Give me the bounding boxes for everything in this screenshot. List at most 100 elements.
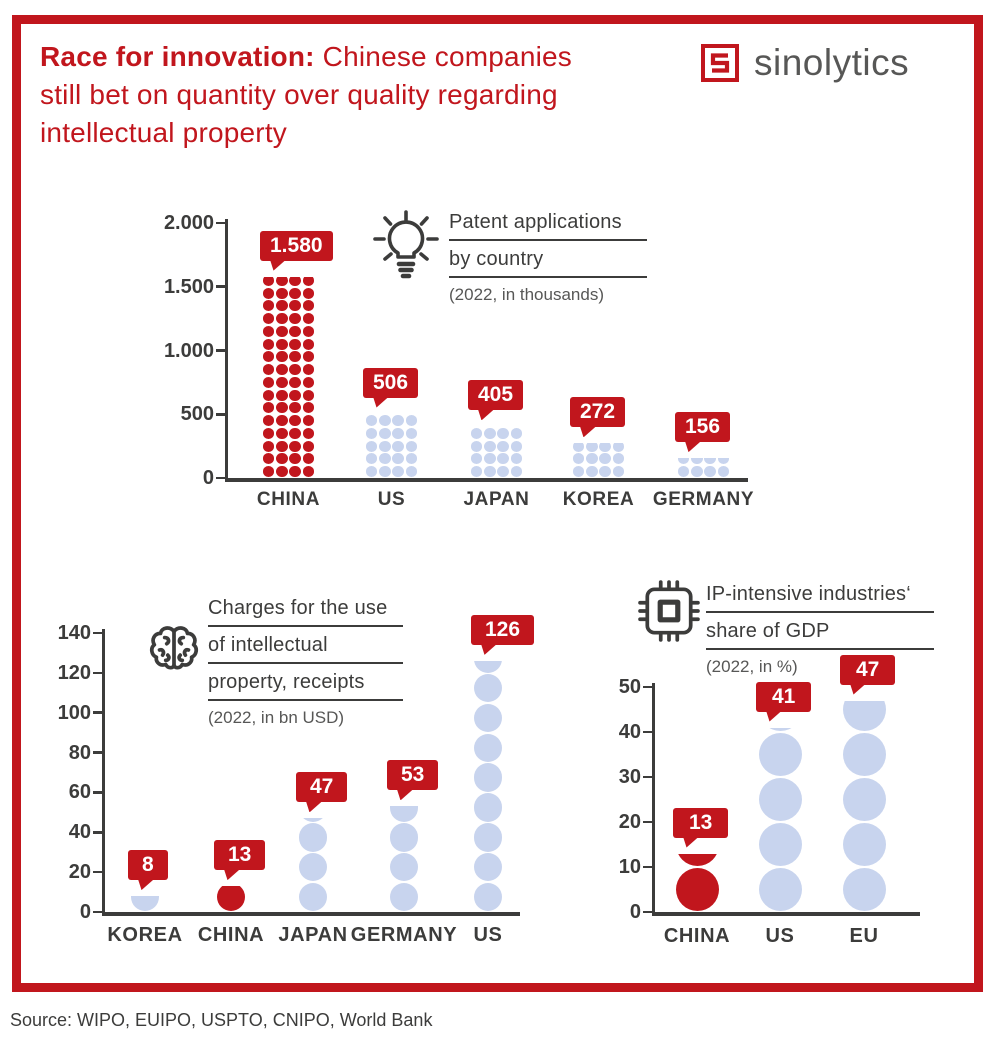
callout-tail — [850, 683, 866, 695]
title-line: intellectual property — [40, 117, 287, 148]
pictogram-dot — [276, 325, 288, 337]
pictogram-dot — [405, 427, 418, 439]
y-axis-tick — [643, 820, 652, 824]
pictogram-dot — [758, 733, 802, 776]
y-axis-tick — [93, 751, 102, 754]
y-axis-tick — [93, 830, 102, 834]
chart-title-line: property, receipts — [208, 671, 403, 701]
pictogram-dot — [276, 313, 288, 325]
y-axis-label: 40 — [68, 821, 91, 844]
pictogram-dot — [298, 823, 328, 852]
pictogram-dot — [289, 276, 301, 286]
category-label: GERMANY — [350, 924, 458, 946]
lightbulb-icon — [373, 210, 439, 279]
pictogram-dot — [758, 823, 802, 866]
y-axis-label: 0 — [79, 901, 91, 923]
pictogram-column — [758, 727, 802, 913]
pictogram-dot — [276, 402, 288, 414]
pictogram-dot — [262, 287, 275, 299]
pictogram-dot — [262, 415, 275, 427]
pictogram-dot — [510, 453, 523, 465]
y-axis-label: 10 — [618, 856, 641, 878]
pictogram-dot — [302, 376, 315, 388]
pictogram-dot — [392, 415, 404, 427]
pictogram-dot — [473, 733, 503, 763]
chart-2-plot: 140 120 100 80 60 40 20 0 KOREA 8 CHINA 13 JAPAN 47 GE… — [58, 614, 535, 946]
chip-icon — [638, 580, 700, 642]
page-title: Race for innovation: Chinese companies s… — [40, 38, 688, 152]
pictogram-dot — [510, 440, 523, 452]
y-axis-label: 50 — [618, 676, 641, 698]
pictogram-dot — [473, 793, 503, 822]
callout-tail — [685, 441, 701, 453]
value-callout: 126 — [471, 614, 535, 655]
callout-tail — [224, 869, 240, 881]
category-label: CHINA — [256, 489, 321, 510]
pictogram-dot — [675, 868, 719, 911]
y-axis-label: 1.000 — [163, 339, 214, 362]
category-label: CHINA — [663, 925, 731, 947]
y-axis-line — [101, 629, 105, 916]
pictogram-dot — [302, 351, 315, 363]
pictogram-dot — [262, 389, 275, 401]
pictogram-dot — [691, 466, 703, 478]
pictogram-dot — [262, 364, 275, 376]
pictogram-dot — [405, 415, 418, 427]
pictogram-dot — [289, 376, 301, 388]
y-axis-label: 60 — [68, 781, 91, 804]
pictogram-dot — [276, 427, 288, 439]
pictogram-dot — [262, 351, 275, 363]
category-label: US — [377, 489, 406, 510]
callout-tail — [397, 789, 413, 801]
pictogram-dot — [262, 427, 275, 439]
pictogram-dot — [758, 727, 802, 731]
pictogram-dot — [302, 338, 315, 350]
chart-2-header: Charges for the use of intellectual prop… — [208, 597, 403, 728]
pictogram-dot — [262, 453, 275, 465]
y-axis-label: 40 — [618, 721, 641, 743]
pictogram-dot — [473, 660, 503, 673]
y-axis-label: 1.500 — [163, 275, 214, 298]
callout-tail — [138, 879, 154, 891]
category-label: CHINA — [197, 924, 265, 946]
pictogram-dot — [302, 427, 315, 439]
y-axis-label: 80 — [68, 741, 91, 764]
pictogram-dot — [586, 466, 598, 478]
pictogram-dot — [365, 427, 378, 439]
pictogram-dot — [289, 440, 301, 452]
value-callout: 405 — [468, 380, 524, 421]
pictogram-dot — [510, 466, 523, 478]
pictogram-dot — [298, 882, 328, 912]
pictogram-dot — [470, 453, 483, 465]
source-note: Source: WIPO, EUIPO, USPTO, CNIPO, World… — [10, 1010, 433, 1030]
pictogram-dot — [302, 389, 315, 401]
pictogram-dot — [276, 276, 288, 286]
pictogram-dot — [289, 453, 301, 465]
pictogram-dot — [842, 700, 886, 731]
chart-3-header: IP-intensive industries‘ share of GDP (2… — [706, 583, 934, 677]
chart-title-line: of intellectual — [208, 634, 403, 664]
y-axis-tick — [643, 685, 652, 689]
pictogram-dot — [389, 823, 419, 852]
callout-tail — [478, 409, 494, 421]
pictogram-dot — [572, 466, 585, 478]
pictogram-dot — [276, 440, 288, 452]
category-label: US — [473, 924, 503, 946]
pictogram-dot — [497, 440, 509, 452]
pictogram-dot — [276, 351, 288, 363]
pictogram-dot — [379, 427, 391, 439]
pictogram-dot — [302, 440, 315, 452]
value-callout: 272 — [570, 397, 626, 438]
pictogram-dot — [262, 338, 275, 350]
pictogram-dot — [392, 427, 404, 439]
pictogram-dot — [704, 458, 716, 465]
y-axis-line — [224, 219, 228, 482]
pictogram-dot — [612, 466, 625, 478]
y-axis-label: 0 — [202, 467, 214, 489]
pictogram-dot — [405, 440, 418, 452]
value-callout: 53 — [387, 760, 439, 801]
pictogram-dot — [379, 415, 391, 427]
pictogram-dot — [473, 703, 503, 733]
pictogram-dot — [302, 415, 315, 427]
